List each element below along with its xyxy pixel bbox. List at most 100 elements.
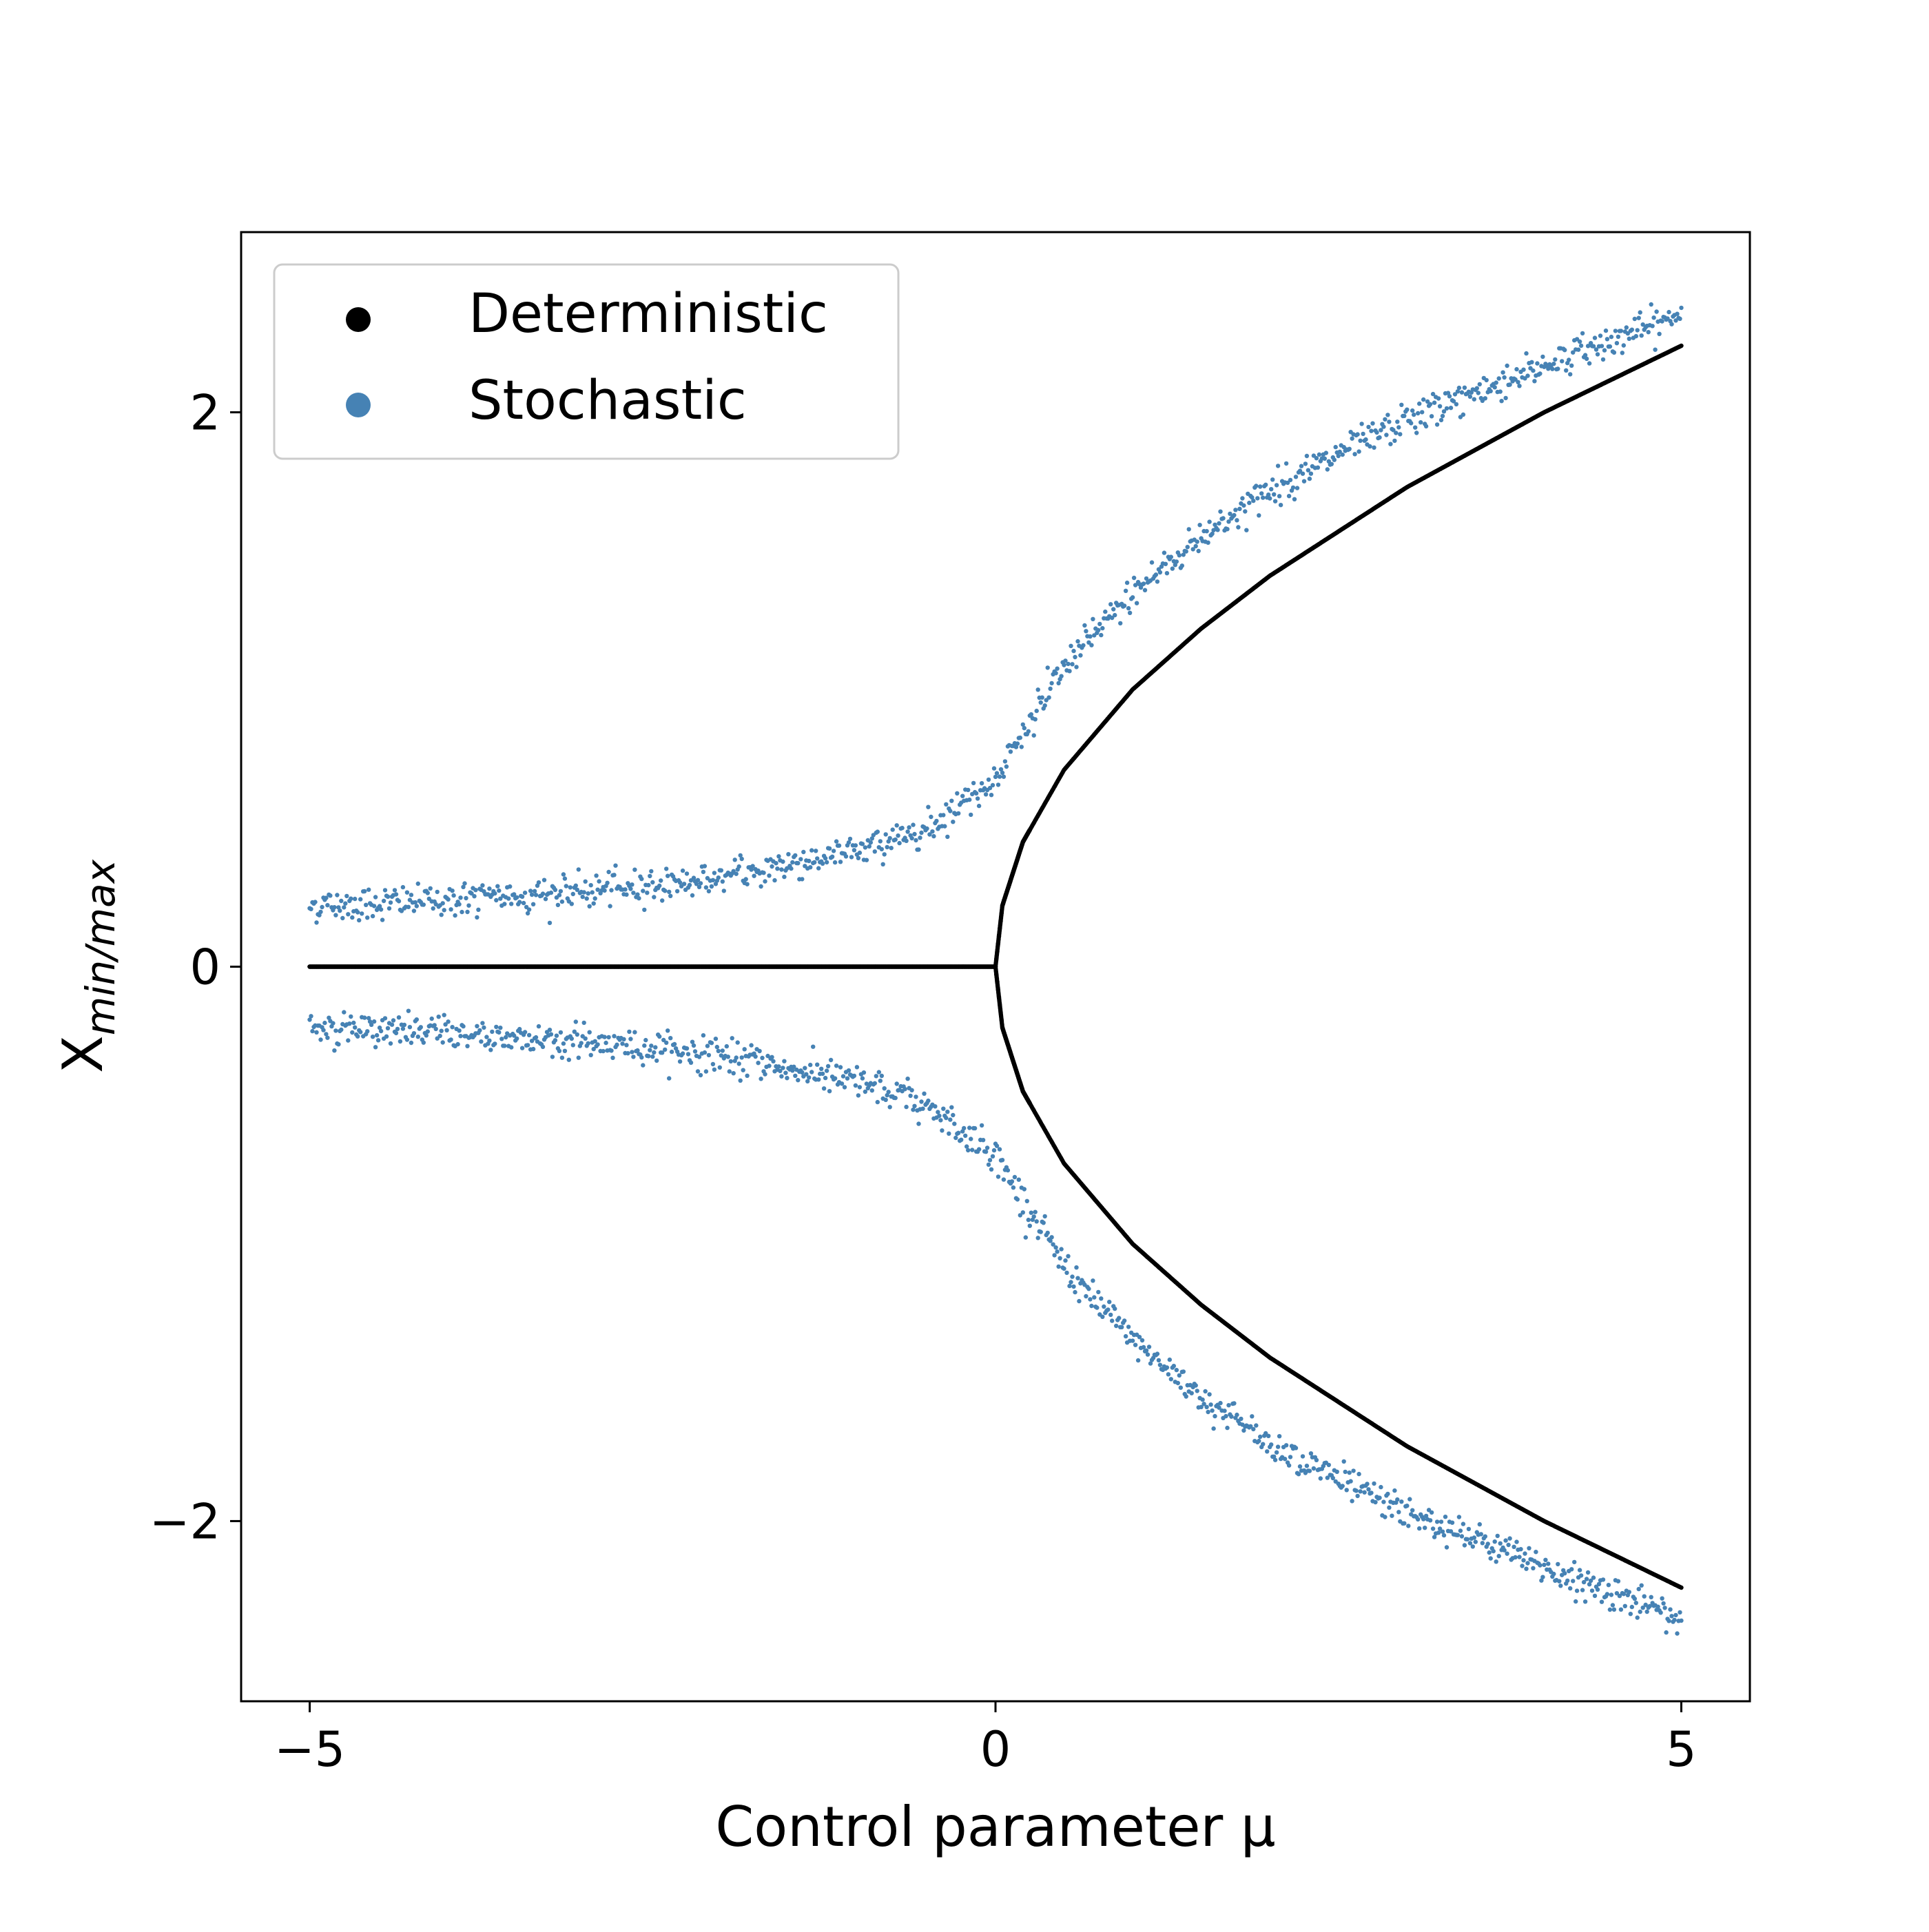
stochastic-point	[547, 920, 553, 926]
stochastic-point	[763, 1072, 767, 1077]
stochastic-point	[1290, 485, 1296, 490]
stochastic-point	[378, 1028, 384, 1034]
stochastic-point	[1340, 452, 1345, 457]
stochastic-point	[1204, 1404, 1209, 1410]
stochastic-point	[1423, 424, 1429, 429]
stochastic-point	[874, 1074, 879, 1079]
stochastic-point	[1107, 1300, 1112, 1305]
stochastic-point	[350, 1030, 355, 1035]
stochastic-point	[836, 843, 842, 848]
stochastic-point	[1300, 1454, 1306, 1459]
stochastic-point	[1067, 1283, 1072, 1289]
stochastic-point	[1208, 1402, 1213, 1407]
stochastic-point	[976, 1147, 982, 1152]
stochastic-point	[1560, 359, 1565, 364]
stochastic-point	[1372, 1481, 1376, 1486]
stochastic-point	[314, 920, 319, 925]
stochastic-point	[824, 1068, 829, 1073]
stochastic-point	[378, 907, 384, 912]
stochastic-point	[1206, 1409, 1210, 1415]
stochastic-point	[1352, 452, 1357, 457]
stochastic-point	[377, 904, 382, 908]
stochastic-point	[1126, 1325, 1131, 1329]
stochastic-point	[1423, 1513, 1429, 1519]
stochastic-point	[519, 894, 525, 900]
stochastic-point	[1368, 444, 1372, 449]
stochastic-point	[540, 891, 546, 896]
stochastic-point	[1593, 347, 1599, 352]
stochastic-point	[484, 1035, 489, 1039]
stochastic-point	[807, 1075, 812, 1080]
stochastic-point	[745, 882, 750, 886]
stochastic-point	[1392, 438, 1397, 444]
stochastic-point	[960, 793, 965, 798]
stochastic-point	[742, 1047, 747, 1052]
stochastic-point	[458, 895, 463, 900]
stochastic-point	[579, 1041, 584, 1046]
stochastic-point	[904, 1104, 909, 1110]
stochastic-point	[854, 1065, 860, 1070]
stochastic-point	[827, 846, 832, 851]
stochastic-point	[1452, 392, 1458, 397]
stochastic-point	[1301, 479, 1307, 484]
stochastic-point	[1472, 397, 1476, 402]
stochastic-point	[592, 896, 597, 901]
stochastic-point	[1574, 1588, 1580, 1593]
stochastic-point	[1598, 333, 1603, 338]
stochastic-point	[731, 1071, 736, 1076]
stochastic-point	[442, 1012, 446, 1017]
stochastic-point	[1015, 1197, 1020, 1202]
stochastic-point	[930, 829, 935, 834]
stochastic-point	[499, 1037, 504, 1041]
stochastic-point	[1610, 1603, 1616, 1608]
stochastic-point	[564, 884, 568, 889]
stochastic-point	[1311, 1466, 1317, 1471]
stochastic-point	[953, 1135, 958, 1141]
stochastic-point	[487, 1038, 492, 1043]
stochastic-point	[1507, 1536, 1512, 1541]
stochastic-point	[490, 1029, 495, 1035]
stochastic-point	[373, 1045, 378, 1050]
stochastic-point	[1204, 529, 1209, 534]
stochastic-point	[716, 875, 721, 880]
stochastic-point	[1644, 1609, 1649, 1614]
stochastic-point	[1315, 465, 1321, 470]
stochastic-point	[1421, 397, 1426, 402]
stochastic-point	[1654, 309, 1659, 314]
stochastic-point	[1178, 1385, 1184, 1390]
stochastic-point	[1646, 330, 1651, 335]
stochastic-point	[1332, 457, 1337, 462]
stochastic-point	[1672, 1617, 1677, 1623]
stochastic-point	[347, 1021, 352, 1026]
stochastic-point	[355, 1034, 360, 1039]
stochastic-point	[706, 1052, 712, 1058]
stochastic-point	[1070, 662, 1075, 667]
stochastic-point	[1668, 1607, 1673, 1612]
stochastic-point	[987, 785, 993, 791]
stochastic-point	[318, 1037, 323, 1042]
stochastic-point	[498, 896, 503, 901]
stochastic-point	[1317, 452, 1322, 457]
stochastic-point	[706, 889, 712, 894]
stochastic-point	[660, 898, 665, 903]
stochastic-point	[687, 882, 692, 888]
stochastic-point	[588, 1052, 593, 1058]
stochastic-point	[990, 1154, 996, 1159]
stochastic-point	[409, 893, 414, 897]
stochastic-point	[517, 1026, 522, 1032]
stochastic-point	[1024, 1198, 1030, 1204]
stochastic-point	[1272, 1454, 1277, 1459]
stochastic-point	[1221, 516, 1226, 521]
stochastic-point	[1294, 486, 1300, 490]
stochastic-point	[912, 1103, 917, 1109]
stochastic-point	[893, 1095, 898, 1101]
stochastic-point	[823, 1075, 828, 1081]
stochastic-point	[1033, 1209, 1038, 1214]
stochastic-point	[444, 1028, 449, 1033]
stochastic-point	[1448, 1529, 1454, 1534]
stochastic-point	[677, 1059, 683, 1064]
stochastic-point	[536, 880, 541, 885]
stochastic-point	[1215, 528, 1220, 532]
stochastic-point	[1265, 1449, 1270, 1454]
stochastic-point	[1585, 344, 1591, 349]
